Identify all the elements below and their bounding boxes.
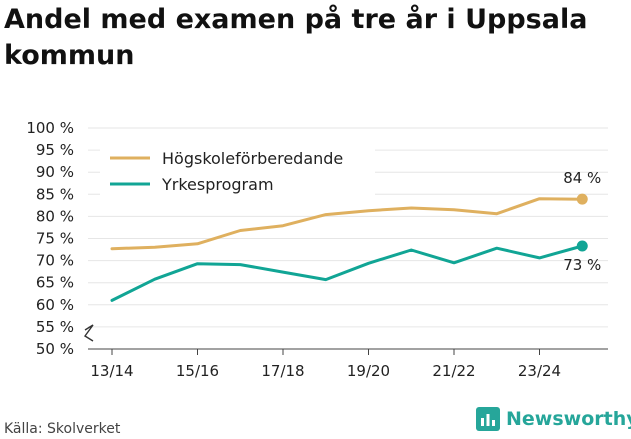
legend-background	[100, 143, 375, 201]
end-point	[576, 193, 588, 205]
x-tick-label: 17/18	[261, 362, 304, 380]
y-tick-label: 65 %	[36, 274, 74, 292]
x-tick-label: 19/20	[347, 362, 390, 380]
series-lines	[110, 193, 588, 302]
x-tick-label: 15/16	[176, 362, 219, 380]
legend-label: Högskoleförberedande	[162, 149, 343, 168]
axis-break-icon	[83, 324, 94, 342]
end-point	[576, 240, 588, 252]
y-tick-label: 75 %	[36, 230, 74, 248]
x-axis-ticks: 13/14 15/16 17/18 19/20 21/22 23/24	[90, 349, 561, 380]
chart-title: Andel med examen på tre år i Uppsala kom…	[4, 4, 588, 71]
legend: Högskoleförberedande Yrkesprogram	[100, 143, 375, 201]
brand-logo: Newsworthy	[476, 407, 631, 431]
y-tick-label: 60 %	[36, 296, 74, 314]
x-tick-label: 13/14	[90, 362, 133, 380]
y-tick-label: 50 %	[36, 340, 74, 358]
y-tick-label: 80 %	[36, 207, 74, 225]
bar-chart-icon	[476, 407, 500, 431]
y-tick-label: 95 %	[36, 141, 74, 159]
series-line	[110, 197, 584, 251]
brand-name: Newsworthy	[506, 408, 631, 430]
end-value-label: 73 %	[563, 256, 601, 274]
y-tick-label: 90 %	[36, 163, 74, 181]
legend-label: Yrkesprogram	[161, 175, 274, 194]
end-labels: 84 % 73 %	[563, 169, 601, 274]
end-value-label: 84 %	[563, 169, 601, 187]
y-tick-label: 55 %	[36, 318, 74, 336]
y-tick-label: 85 %	[36, 185, 74, 203]
y-axis-ticks: 50 % 55 % 60 % 65 % 70 % 75 % 80 % 85 % 90 % 95 %…	[26, 119, 74, 358]
x-tick-label: 21/22	[432, 362, 475, 380]
x-tick-label: 23/24	[518, 362, 561, 380]
y-tick-label: 70 %	[36, 252, 74, 270]
axis-break-mark	[83, 324, 94, 342]
y-tick-label: 100 %	[26, 119, 74, 137]
source-note: Källa: Skolverket	[4, 421, 121, 437]
series-line	[110, 244, 584, 302]
